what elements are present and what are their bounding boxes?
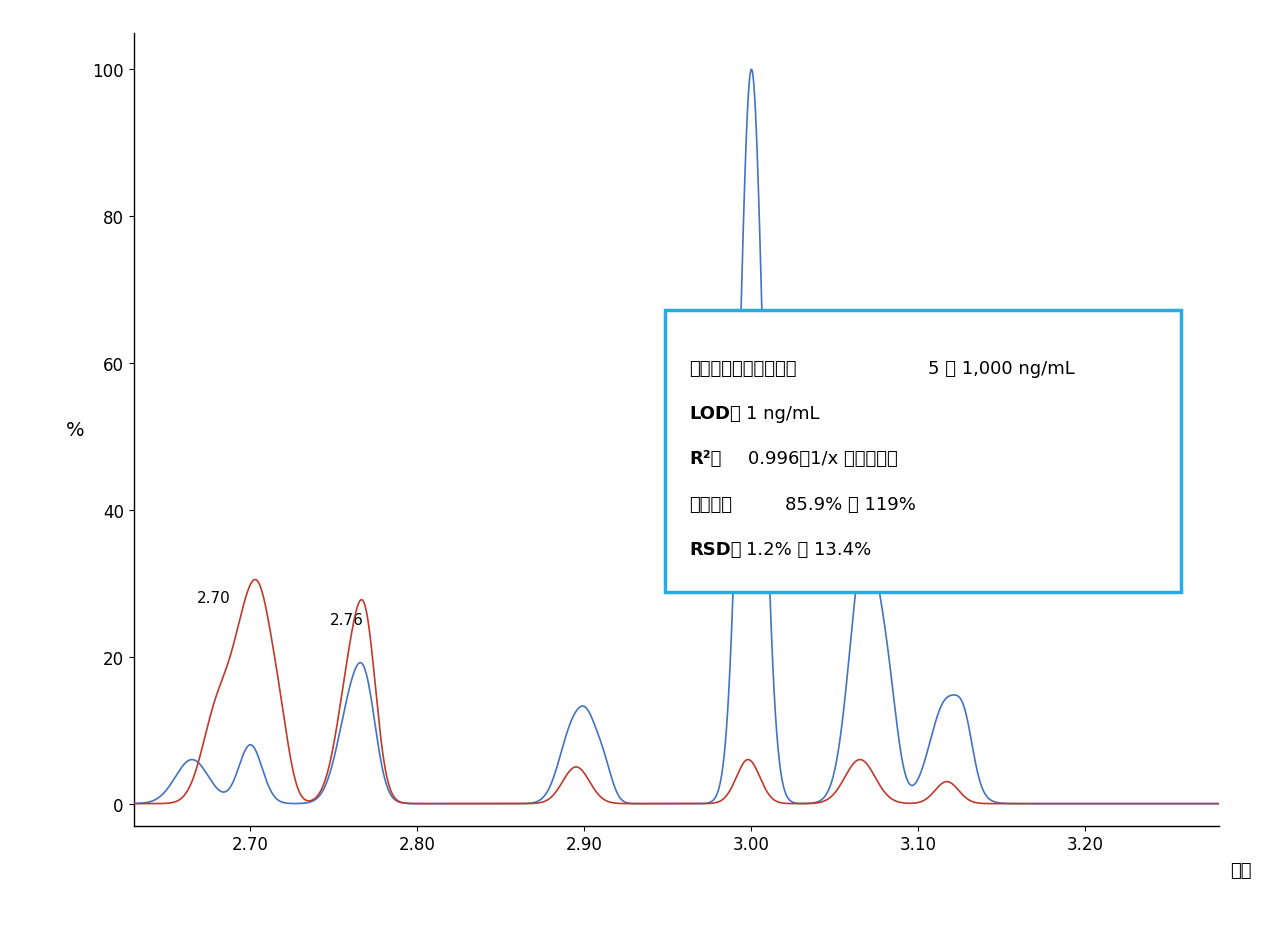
Text: 5 ～ 1,000 ng/mL: 5 ～ 1,000 ng/mL (928, 359, 1075, 378)
Text: LOD：: LOD： (690, 405, 741, 422)
Text: 正確度：: 正確度： (690, 495, 732, 513)
Text: 1.2% ～ 13.4%: 1.2% ～ 13.4% (746, 540, 870, 558)
Y-axis label: %: % (67, 420, 84, 439)
Text: 1 ng/mL: 1 ng/mL (746, 405, 819, 422)
Text: 2.70: 2.70 (197, 591, 230, 606)
FancyBboxPatch shape (666, 311, 1181, 592)
Text: 85.9% ～ 119%: 85.9% ～ 119% (785, 495, 915, 513)
Text: 0.996（1/x 重み付け）: 0.996（1/x 重み付け） (748, 450, 897, 468)
Text: ダイナミックレンジ：: ダイナミックレンジ： (690, 359, 797, 378)
Text: 2.76: 2.76 (330, 612, 365, 627)
Text: R²：: R²： (690, 450, 722, 468)
X-axis label: 時間: 時間 (1230, 861, 1252, 880)
Text: RSD：: RSD： (690, 540, 742, 558)
